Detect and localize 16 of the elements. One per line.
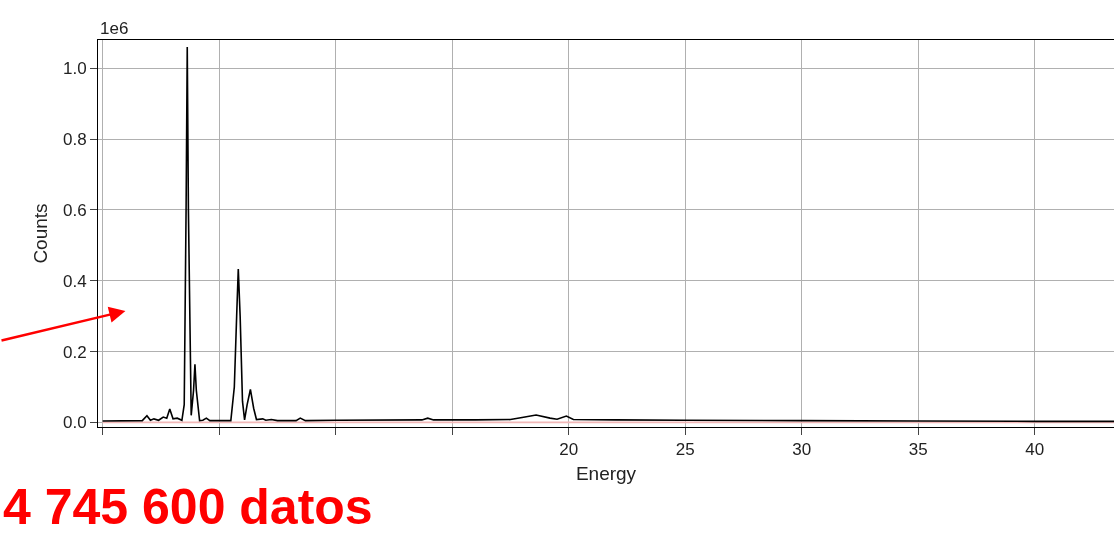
y-axis-title: Counts [29, 203, 51, 264]
text: 1e6 [100, 19, 129, 38]
x-tick-label: 20 [559, 440, 579, 460]
y-tick-label: 0.2 [62, 342, 87, 362]
y-tick-label: 1.0 [62, 59, 87, 79]
text: 4 745 600 datos [3, 479, 373, 535]
y-tick-label: 0.8 [62, 130, 87, 150]
line-series [101, 46, 1114, 423]
x-tick-label: 25 [675, 440, 695, 460]
y-tick-label: 0.0 [62, 413, 87, 433]
x-tick-label: 40 [1025, 440, 1045, 460]
x-tick-label: 35 [908, 440, 928, 460]
x-axis-title: Energy [575, 463, 637, 485]
x-tick-label: 30 [792, 440, 812, 460]
y-tick-label: 0.6 [62, 200, 87, 220]
y-tick-label: 0.4 [62, 271, 87, 291]
